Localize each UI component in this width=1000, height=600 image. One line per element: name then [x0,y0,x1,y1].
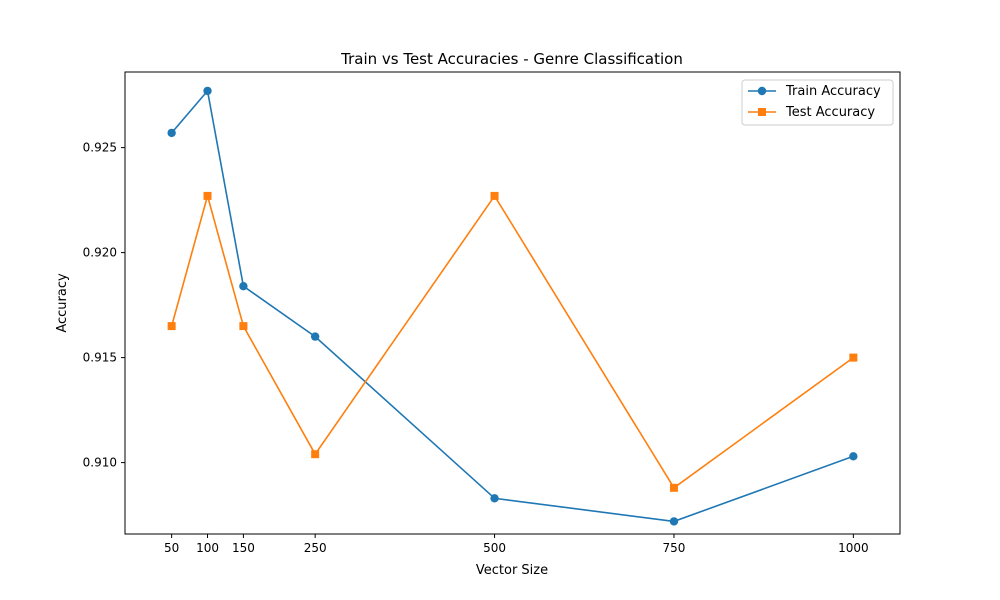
x-tick-label: 150 [232,541,255,555]
data-point-test [490,191,499,200]
x-tick-label: 100 [196,541,219,555]
data-point-train [239,282,248,291]
x-tick-label: 1000 [838,541,869,555]
x-tick-label: 250 [304,541,327,555]
series-line-train [171,89,854,523]
x-tick-label: 500 [483,541,506,555]
y-axis: 0.910 0.915 0.920 0.925 [83,141,125,470]
y-tick-label: 0.915 [83,351,117,365]
data-point-test [669,483,678,492]
x-axis: 50 100 150 250 500 750 1000 [164,534,869,555]
data-point-train [203,86,212,96]
x-axis-label: Vector Size [476,563,548,578]
data-point-train [490,494,499,503]
legend-marker [758,108,766,116]
data-point-train [669,517,679,526]
data-point-train [849,452,858,461]
data-point-test [203,191,212,200]
data-point-test [849,353,858,362]
y-axis-label: Accuracy [55,273,70,333]
data-point-test [167,322,176,331]
data-point-train [310,332,320,341]
data-point-test [311,450,320,459]
series-line-test [170,192,854,489]
legend: Train Accuracy Test Accuracy [741,79,894,126]
data-point-test [239,322,248,331]
plot-frame [124,71,901,535]
y-tick-label: 0.925 [83,141,117,155]
legend-label: Test Accuracy [785,105,875,120]
legend-marker [757,86,767,96]
legend-label: Train Accuracy [785,84,881,99]
y-tick-label: 0.910 [83,456,117,470]
data-point-train [167,128,176,138]
y-tick-label: 0.920 [83,246,117,260]
x-tick-label: 50 [164,541,179,555]
x-tick-label: 750 [663,541,686,555]
legend-box [741,79,894,126]
series-layer [167,86,858,526]
chart-title: Train vs Test Accuracies - Genre Classif… [340,50,683,68]
